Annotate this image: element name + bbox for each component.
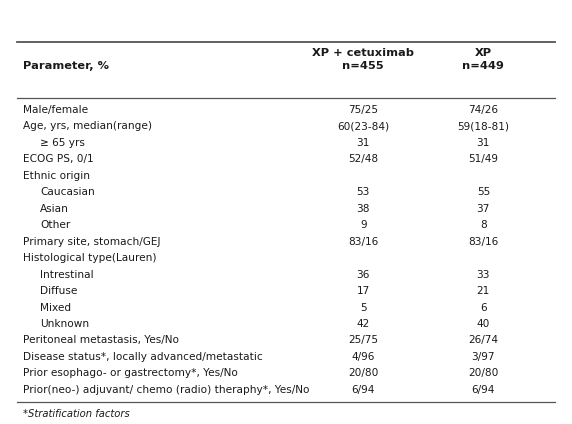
Text: 21: 21 <box>476 286 490 296</box>
Text: 83/16: 83/16 <box>468 237 498 247</box>
Text: ECOG PS, 0/1: ECOG PS, 0/1 <box>23 154 93 164</box>
Text: 17: 17 <box>356 286 370 296</box>
Text: Prior esophago- or gastrectomy*, Yes/No: Prior esophago- or gastrectomy*, Yes/No <box>23 368 238 379</box>
Text: 6/94: 6/94 <box>352 385 375 395</box>
Text: 53: 53 <box>356 187 370 197</box>
Text: Disease status*, locally advanced/metastatic: Disease status*, locally advanced/metast… <box>23 352 263 362</box>
Text: Mixed: Mixed <box>40 303 71 312</box>
Text: Asian: Asian <box>40 204 69 214</box>
Text: 52/48: 52/48 <box>348 154 378 164</box>
Text: 55: 55 <box>476 187 490 197</box>
Text: Age, yrs, median(range): Age, yrs, median(range) <box>23 121 152 131</box>
Text: 5: 5 <box>360 303 367 312</box>
Text: 31: 31 <box>476 138 490 148</box>
Text: 75/25: 75/25 <box>348 105 378 115</box>
Text: Ethnic origin: Ethnic origin <box>23 171 90 181</box>
Text: 20/80: 20/80 <box>468 368 499 379</box>
Text: ≥ 65 yrs: ≥ 65 yrs <box>40 138 85 148</box>
Text: 26/74: 26/74 <box>468 335 498 346</box>
Text: Diffuse: Diffuse <box>40 286 77 296</box>
Text: 33: 33 <box>476 270 490 279</box>
Text: 8: 8 <box>480 220 487 230</box>
Text: Male/female: Male/female <box>23 105 88 115</box>
Text: 60(23-84): 60(23-84) <box>337 121 390 131</box>
Text: Parameter, %: Parameter, % <box>23 61 109 71</box>
Text: 6: 6 <box>480 303 487 312</box>
Text: 37: 37 <box>476 204 490 214</box>
Text: 31: 31 <box>356 138 370 148</box>
Text: Other: Other <box>40 220 70 230</box>
Text: 40: 40 <box>476 319 490 329</box>
Text: 42: 42 <box>356 319 370 329</box>
Text: 20/80: 20/80 <box>348 368 379 379</box>
Text: 36: 36 <box>356 270 370 279</box>
Text: 25/75: 25/75 <box>348 335 378 346</box>
Text: Histological type(Lauren): Histological type(Lauren) <box>23 253 156 263</box>
Text: 6/94: 6/94 <box>472 385 495 395</box>
Text: Intrestinal: Intrestinal <box>40 270 94 279</box>
Text: Prior(neo-) adjuvant/ chemo (radio) theraphy*, Yes/No: Prior(neo-) adjuvant/ chemo (radio) ther… <box>23 385 309 395</box>
Text: 51/49: 51/49 <box>468 154 498 164</box>
Text: XP + cetuximab
n=455: XP + cetuximab n=455 <box>312 48 414 71</box>
Text: Primary site, stomach/GEJ: Primary site, stomach/GEJ <box>23 237 160 247</box>
Text: 59(18-81): 59(18-81) <box>458 121 509 131</box>
Text: Caucasian: Caucasian <box>40 187 95 197</box>
Text: 4/96: 4/96 <box>352 352 375 362</box>
Text: 74/26: 74/26 <box>468 105 498 115</box>
Text: Peritoneal metastasis, Yes/No: Peritoneal metastasis, Yes/No <box>23 335 179 346</box>
Text: 表1: Demographics and disease charecteristics: 表1: Demographics and disease charecteris… <box>9 6 313 20</box>
Text: 38: 38 <box>356 204 370 214</box>
Text: 9: 9 <box>360 220 367 230</box>
Text: Unknown: Unknown <box>40 319 89 329</box>
Text: *Stratification factors: *Stratification factors <box>23 409 130 419</box>
Text: 3/97: 3/97 <box>471 352 495 362</box>
Text: 83/16: 83/16 <box>348 237 378 247</box>
Text: XP
n=449: XP n=449 <box>462 48 505 71</box>
